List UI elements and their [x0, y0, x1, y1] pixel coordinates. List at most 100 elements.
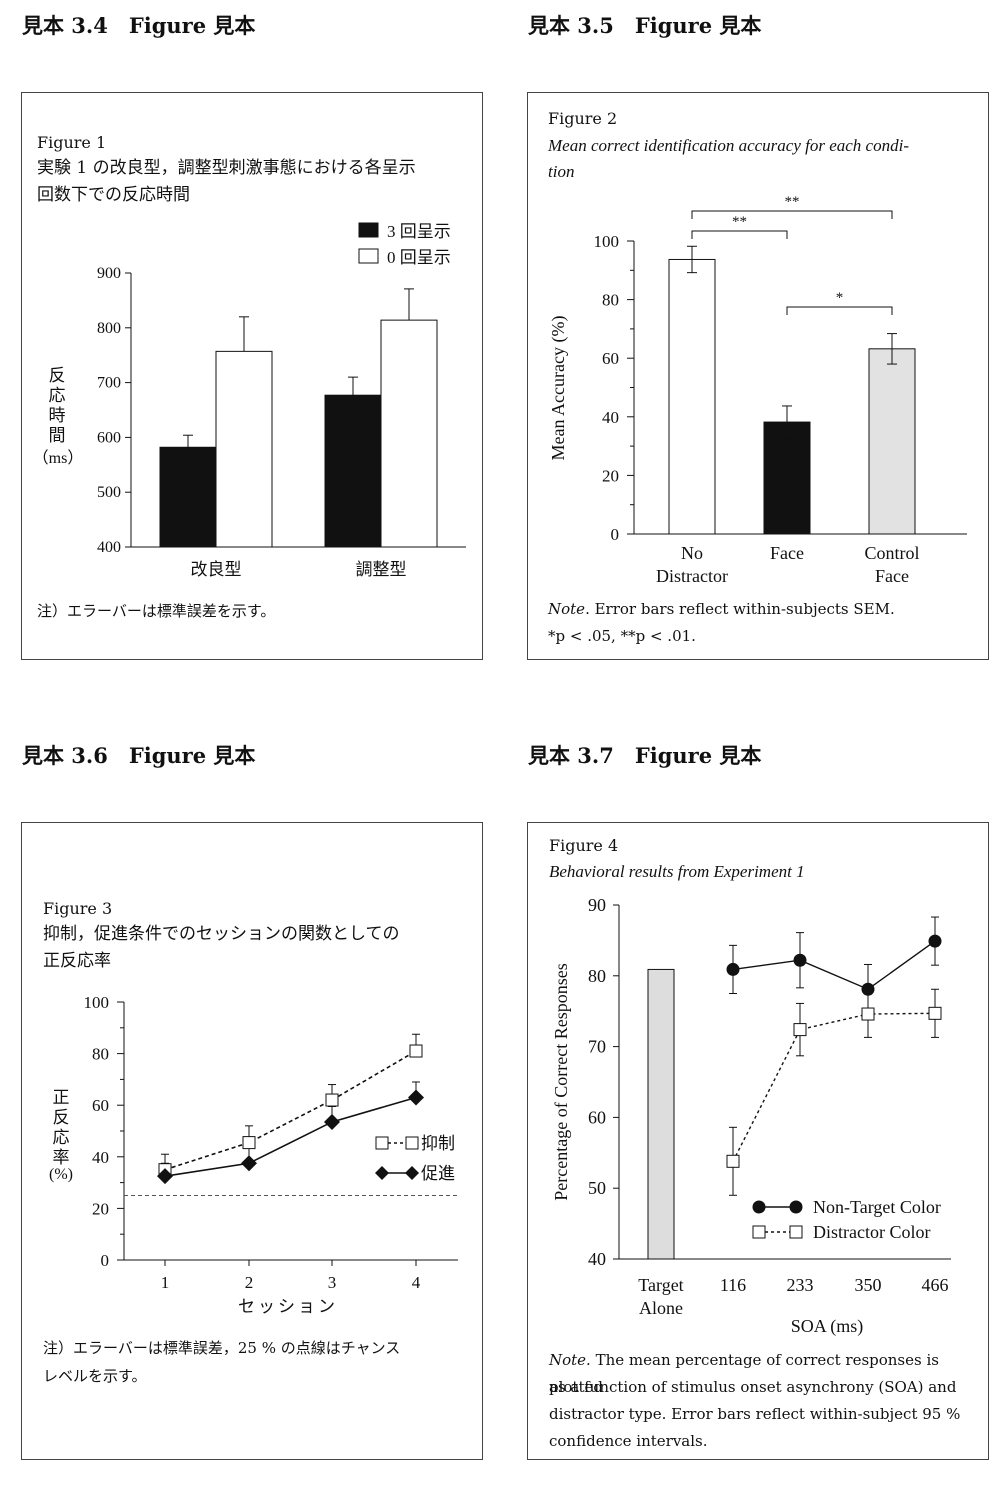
y-tick-label: 800	[97, 320, 121, 337]
y-tick-label: 100	[84, 993, 110, 1012]
bar	[380, 319, 438, 548]
x-tick-label: Alone	[639, 1298, 683, 1318]
figure-label: Figure 4	[549, 836, 619, 855]
data-point	[793, 1023, 807, 1037]
data-point	[324, 1113, 340, 1130]
significance-bracket	[691, 230, 788, 239]
legend-label: 0 回呈示	[387, 248, 451, 267]
series-line	[732, 1012, 936, 1162]
chart-4: 40 50 60 70 80 90 Target Alone 116 233 350 466 Non-T…	[551, 895, 951, 1337]
x-tick-label: 4	[412, 1273, 421, 1292]
y-tick-label: 500	[97, 484, 121, 501]
legend-marker	[375, 1166, 389, 1180]
data-point	[157, 1168, 173, 1185]
y-tick-label: 80	[92, 1045, 109, 1064]
figure-note-line-3: distractor type. Error bars reflect with…	[549, 1405, 961, 1423]
x-axis-label: SOA (ms)	[791, 1316, 864, 1337]
significance-label: **	[785, 194, 800, 210]
x-tick-label: Distractor	[656, 566, 728, 586]
legend-swatch	[358, 248, 379, 264]
note-text: . Error bars reflect within-subjects SEM…	[585, 600, 895, 618]
legend-marker	[405, 1166, 419, 1180]
y-axis-label-char: 時	[49, 406, 66, 425]
target-alone-bar	[647, 968, 675, 1260]
figure-note-line-2: as a function of stimulus onset asynchro…	[549, 1378, 957, 1396]
figure-note: Note. Error bars reflect within-subjects…	[548, 596, 895, 623]
note-italic: Note.	[549, 1351, 591, 1369]
bar	[668, 258, 716, 535]
figure-panel-3: Figure 3 抑制，促進条件でのセッションの関数としての 正反応率 0 20 4…	[21, 822, 483, 1460]
y-axis-label-char: 反	[49, 366, 66, 385]
data-point	[861, 1007, 875, 1021]
bar	[159, 446, 217, 548]
figure-title-line-2: 正反応率	[43, 951, 111, 971]
legend-marker	[752, 1200, 766, 1214]
y-tick-label: 40	[92, 1148, 109, 1167]
series-line	[164, 1096, 417, 1177]
data-point	[409, 1044, 423, 1058]
y-tick-label: 400	[97, 539, 121, 556]
y-axis-label: Mean Accuracy (%)	[548, 316, 569, 461]
legend-label: Distractor Color	[813, 1222, 930, 1242]
figure-title-line-1: 抑制，促進条件でのセッションの関数としての	[43, 924, 400, 944]
figure-panel-1: Figure 1 実験 1 の改良型，調整型刺激事態における各呈示 回数下での反…	[21, 92, 483, 660]
series-line	[732, 940, 936, 991]
y-axis-label: Percentage of Correct Responses	[551, 963, 571, 1200]
data-point	[928, 1006, 942, 1020]
y-axis-label-char: 反	[53, 1108, 70, 1127]
y-tick-label: 20	[92, 1199, 109, 1218]
section-heading-3-7: 見本 3.7 Figure 見本	[528, 743, 762, 768]
figure-panel-2: Figure 2 Mean correct identification acc…	[527, 92, 989, 660]
figure-note: 注）エラーバーは標準誤差を示す。	[37, 602, 276, 620]
figure-note-significance: *p < .05, **p < .01.	[548, 627, 696, 645]
legend-label: 促進	[421, 1164, 455, 1183]
figure-title-line-1: Behavioral results from Experiment 1	[549, 862, 805, 881]
y-axis-label-unit: (%)	[49, 1166, 73, 1183]
y-axis-label-char: 間	[49, 426, 66, 445]
y-axis-label-char: 正	[53, 1088, 70, 1107]
chart-2: 0 20 40 60 80 100 No Distractor Face Control Face *…	[548, 194, 967, 586]
figure-title-line-1: 実験 1 の改良型，調整型刺激事態における各呈示	[37, 158, 416, 178]
significance-label: *	[836, 290, 844, 306]
legend-swatch	[358, 222, 379, 238]
legend-marker	[752, 1225, 766, 1239]
figure-label: Figure 3	[43, 899, 113, 918]
data-point	[726, 962, 740, 976]
x-tick-label: 116	[720, 1275, 746, 1295]
x-tick-label: No	[681, 543, 703, 563]
x-tick-label: Control	[864, 543, 919, 563]
figure-note-line-2: レベルを示す。	[43, 1367, 147, 1385]
bar	[215, 350, 273, 548]
data-point	[726, 1154, 740, 1168]
note-italic: Note	[548, 600, 586, 618]
x-axis-label: セッション	[238, 1297, 338, 1316]
significance-bracket	[786, 306, 893, 315]
y-tick-label: 100	[594, 232, 620, 251]
figure-note-line-1: Note. The mean percentage of correct res…	[549, 1347, 988, 1401]
x-tick-label: 233	[787, 1275, 814, 1295]
y-tick-label: 60	[602, 349, 619, 368]
x-tick-label: 2	[245, 1273, 254, 1292]
y-tick-label: 60	[92, 1096, 109, 1115]
y-axis-label-unit: （ms）	[33, 449, 84, 467]
data-point	[241, 1155, 257, 1172]
x-tick-label: Target	[638, 1275, 683, 1295]
data-point	[325, 1093, 339, 1107]
note-text: The mean percentage of correct responses…	[549, 1351, 939, 1396]
bar	[868, 348, 916, 535]
y-tick-label: 40	[602, 408, 619, 427]
section-heading-3-4: 見本 3.4 Figure 見本	[22, 13, 256, 38]
x-tick-label: Face	[770, 543, 804, 563]
y-tick-label: 20	[602, 466, 619, 485]
legend-marker	[789, 1200, 803, 1214]
x-tick-label: 466	[922, 1275, 949, 1295]
section-heading-3-6: 見本 3.6 Figure 見本	[22, 743, 256, 768]
legend-marker	[375, 1136, 389, 1150]
y-tick-label: 80	[588, 966, 606, 986]
y-tick-label: 70	[588, 1037, 606, 1057]
y-axis-label-char: 率	[53, 1148, 70, 1167]
y-tick-label: 40	[588, 1249, 606, 1269]
x-tick-label: 350	[855, 1275, 882, 1295]
x-tick-label: 3	[328, 1273, 337, 1292]
